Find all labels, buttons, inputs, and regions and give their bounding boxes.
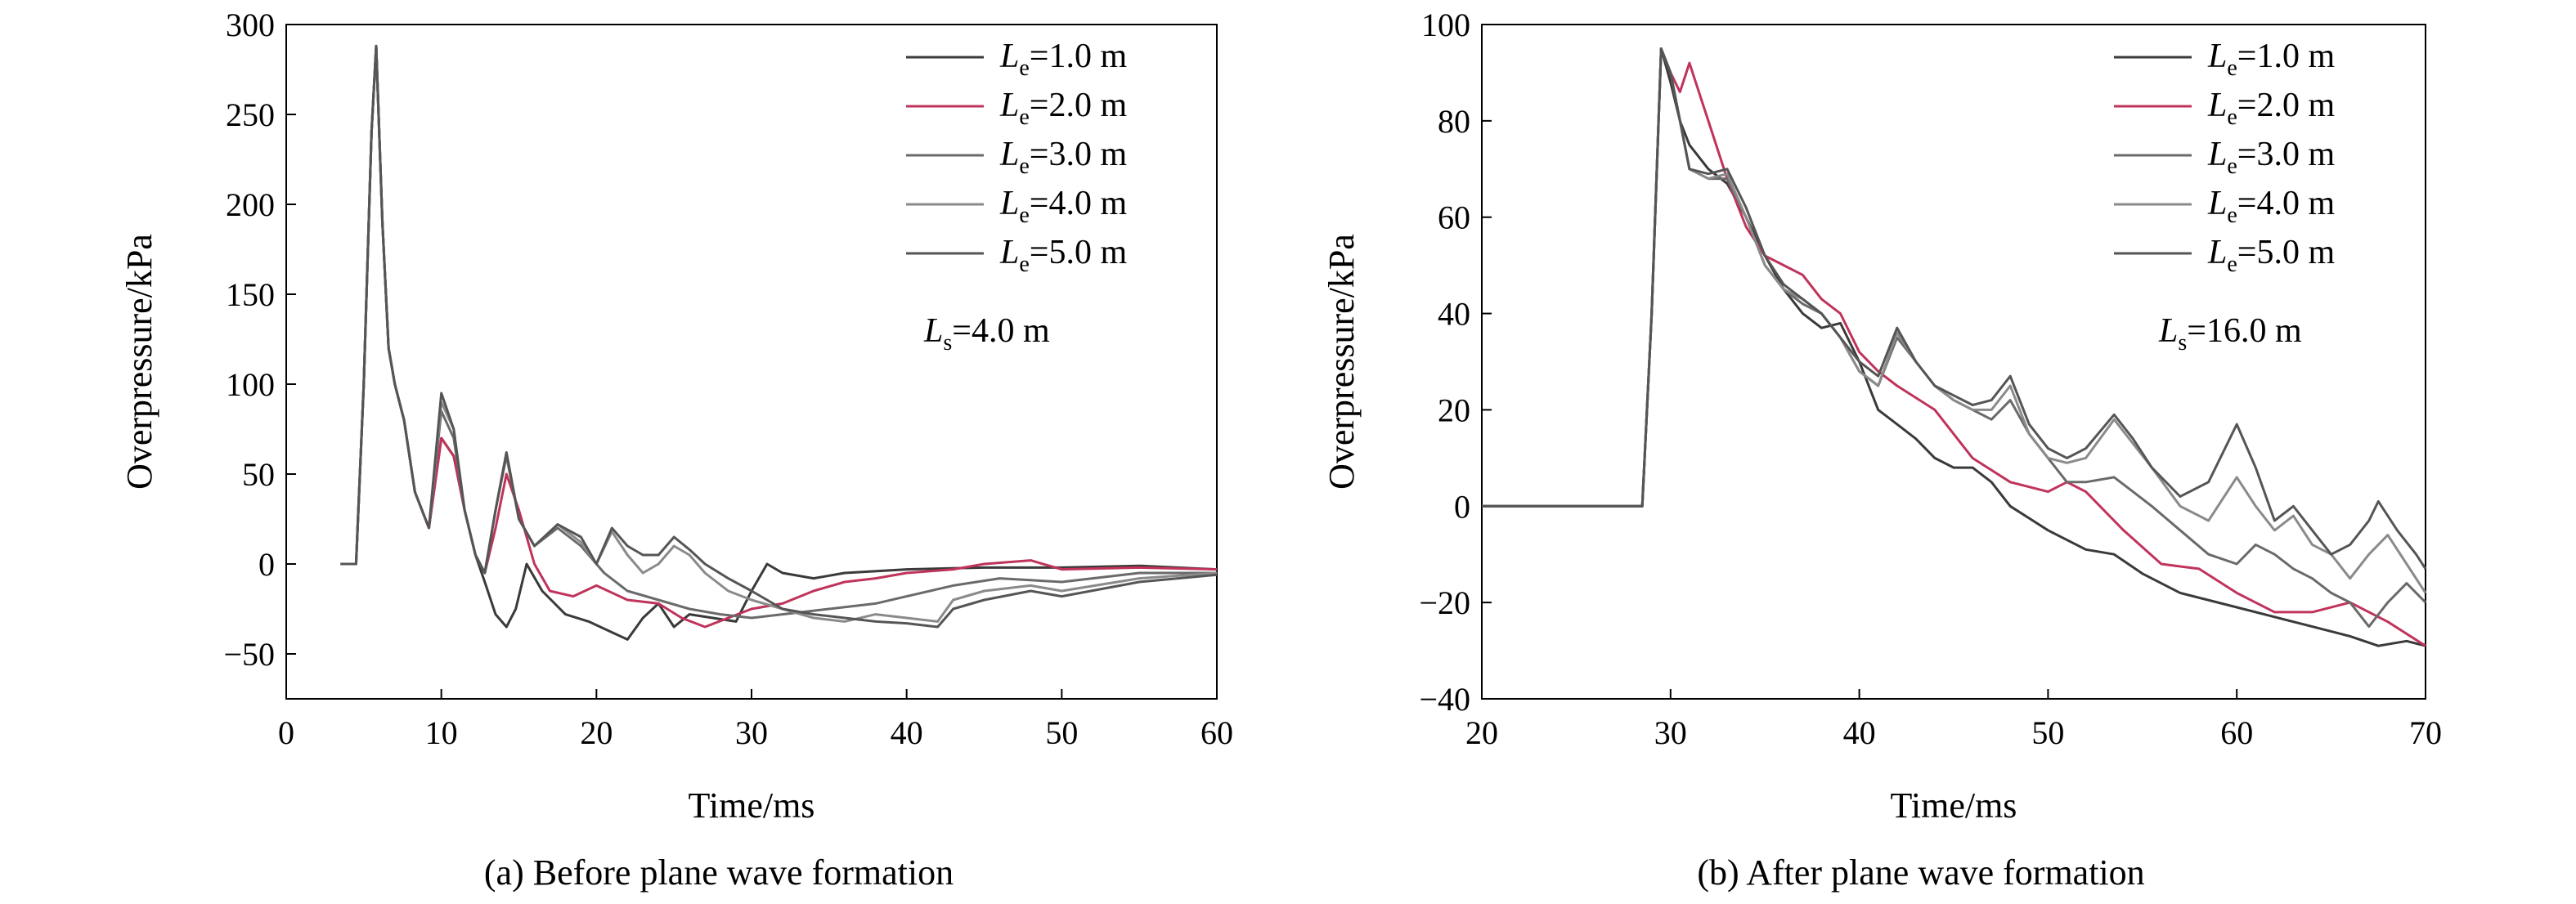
y-tick-label: −50: [223, 636, 275, 673]
x-tick-label: 70: [2409, 714, 2442, 751]
legend-label-5: Le=5.0 m: [2207, 234, 2335, 277]
legend-label-5: Le=5.0 m: [999, 234, 1127, 277]
legend-label-1: Le=1.0 m: [2207, 38, 2335, 81]
panel-caption: (a) Before plane wave formation: [484, 853, 954, 893]
plot-frame: [285, 24, 1218, 700]
series-line-3: [1482, 47, 2427, 629]
x-tick-label: 30: [1654, 714, 1687, 751]
y-axis-label: Overpressure/kPa: [1322, 234, 1362, 490]
y-axis-label: Overpressure/kPa: [119, 234, 159, 490]
spacing-annotation: Ls=4.0 m: [923, 312, 1050, 356]
series-line-5: [340, 44, 1218, 629]
series-line-5: [1482, 47, 2427, 570]
y-tick-label: 100: [226, 366, 275, 403]
panel-b: 20 30 40 50 60 70 −40 −20 0 20 40 60 80 100 Time/ms Ove…: [1322, 7, 2442, 893]
y-tick-label: 60: [1438, 199, 1470, 236]
x-axis-label: Time/ms: [1891, 785, 2017, 826]
plot-frame: [1481, 24, 2426, 700]
x-tick-label: 40: [1843, 714, 1876, 751]
legend-label-2: Le=2.0 m: [2207, 87, 2335, 130]
x-tick-label: 20: [580, 714, 613, 751]
legend-label-4: Le=4.0 m: [999, 185, 1127, 228]
y-tick-label: 0: [258, 546, 275, 583]
x-axis-label: Time/ms: [689, 785, 815, 826]
series-line-2: [1482, 47, 2426, 647]
series-line-1: [1482, 47, 2426, 647]
x-tick-label: 0: [278, 714, 294, 751]
y-tick-label: 150: [226, 276, 275, 313]
x-tick-label: 60: [1200, 714, 1233, 751]
x-tick-label: 50: [2031, 714, 2064, 751]
y-tick-label: 100: [1421, 7, 1470, 43]
panel-caption: (b) After plane wave formation: [1697, 853, 2144, 893]
legend-label-2: Le=2.0 m: [999, 87, 1127, 130]
y-tick-label: 250: [226, 96, 275, 133]
y-tick-label: 200: [226, 186, 275, 223]
x-tick-label: 10: [425, 714, 458, 751]
panel-a: 0 10 20 30 40 50 60 −50 0 50 100 150 200 250 300 Time/m…: [119, 7, 1233, 893]
x-tick-label: 60: [2220, 714, 2253, 751]
legend-label-3: Le=3.0 m: [999, 136, 1127, 179]
spacing-annotation: Ls=16.0 m: [2158, 312, 2302, 356]
y-tick-label: 50: [242, 456, 275, 493]
y-tick-label: −40: [1419, 681, 1470, 718]
legend-label-1: Le=1.0 m: [999, 38, 1127, 81]
y-tick-label: 80: [1438, 103, 1470, 140]
x-tick-label: 20: [1465, 714, 1498, 751]
legend-label-3: Le=3.0 m: [2207, 136, 2335, 179]
x-tick-label: 50: [1045, 714, 1078, 751]
y-tick-label: 300: [226, 7, 275, 43]
y-tick-label: 40: [1438, 296, 1470, 333]
x-tick-label: 30: [735, 714, 768, 751]
series-line-3: [340, 44, 1217, 620]
y-tick-label: 20: [1438, 392, 1470, 428]
series-line-4: [1482, 47, 2427, 594]
x-tick-label: 40: [891, 714, 923, 751]
y-tick-label: −20: [1419, 584, 1470, 621]
legend-label-4: Le=4.0 m: [2207, 185, 2335, 228]
series-line-4: [340, 44, 1218, 623]
y-tick-label: 0: [1454, 488, 1470, 525]
